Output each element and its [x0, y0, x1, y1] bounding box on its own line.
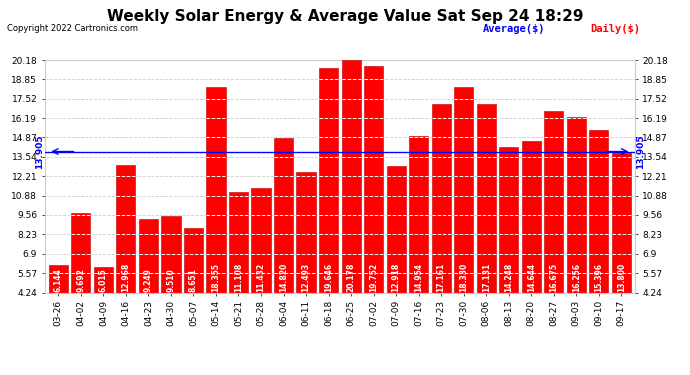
- Text: 13.905: 13.905: [636, 134, 645, 169]
- Bar: [139, 219, 158, 292]
- Text: 13.905: 13.905: [34, 134, 43, 169]
- Text: 11.432: 11.432: [257, 262, 266, 292]
- Text: 14.954: 14.954: [414, 263, 423, 292]
- Text: 16.256: 16.256: [572, 263, 581, 292]
- Text: 20.178: 20.178: [346, 262, 355, 292]
- Bar: [161, 216, 181, 292]
- Bar: [612, 153, 631, 292]
- Bar: [319, 68, 338, 292]
- Text: 14.248: 14.248: [504, 262, 513, 292]
- Text: Average($): Average($): [483, 24, 546, 34]
- Bar: [49, 265, 68, 292]
- Text: 6.144: 6.144: [54, 268, 63, 292]
- Bar: [431, 104, 451, 292]
- Text: 18.330: 18.330: [459, 262, 469, 292]
- Text: 19.752: 19.752: [369, 262, 378, 292]
- Bar: [409, 136, 428, 292]
- Text: 14.820: 14.820: [279, 262, 288, 292]
- Text: 9.692: 9.692: [77, 268, 86, 292]
- Bar: [566, 117, 586, 292]
- Text: 13.800: 13.800: [617, 262, 626, 292]
- Text: 12.918: 12.918: [392, 262, 401, 292]
- Text: Daily($): Daily($): [590, 24, 640, 34]
- Bar: [251, 188, 270, 292]
- Bar: [364, 66, 383, 292]
- Text: 15.396: 15.396: [594, 263, 603, 292]
- Text: Weekly Solar Energy & Average Value Sat Sep 24 18:29: Weekly Solar Energy & Average Value Sat …: [107, 9, 583, 24]
- Bar: [454, 87, 473, 292]
- Bar: [94, 267, 113, 292]
- Bar: [274, 138, 293, 292]
- Bar: [71, 213, 90, 292]
- Bar: [206, 87, 226, 292]
- Bar: [229, 192, 248, 292]
- Bar: [117, 165, 135, 292]
- Text: 9.510: 9.510: [166, 268, 175, 292]
- Text: 12.968: 12.968: [121, 262, 130, 292]
- Text: 11.108: 11.108: [234, 262, 243, 292]
- Bar: [342, 60, 361, 292]
- Text: 8.651: 8.651: [189, 268, 198, 292]
- Text: 14.644: 14.644: [526, 262, 535, 292]
- Bar: [184, 228, 203, 292]
- Bar: [522, 141, 541, 292]
- Bar: [477, 105, 495, 292]
- Text: 17.131: 17.131: [482, 262, 491, 292]
- Bar: [297, 172, 315, 292]
- Bar: [544, 111, 563, 292]
- Text: 17.161: 17.161: [437, 262, 446, 292]
- Bar: [386, 166, 406, 292]
- Text: 16.675: 16.675: [549, 262, 558, 292]
- Text: 12.493: 12.493: [302, 262, 310, 292]
- Text: 6.015: 6.015: [99, 268, 108, 292]
- Text: 9.249: 9.249: [144, 268, 153, 292]
- Text: 18.355: 18.355: [211, 263, 221, 292]
- Bar: [589, 130, 609, 292]
- Text: 19.646: 19.646: [324, 262, 333, 292]
- Bar: [499, 147, 518, 292]
- Text: Copyright 2022 Cartronics.com: Copyright 2022 Cartronics.com: [7, 24, 138, 33]
